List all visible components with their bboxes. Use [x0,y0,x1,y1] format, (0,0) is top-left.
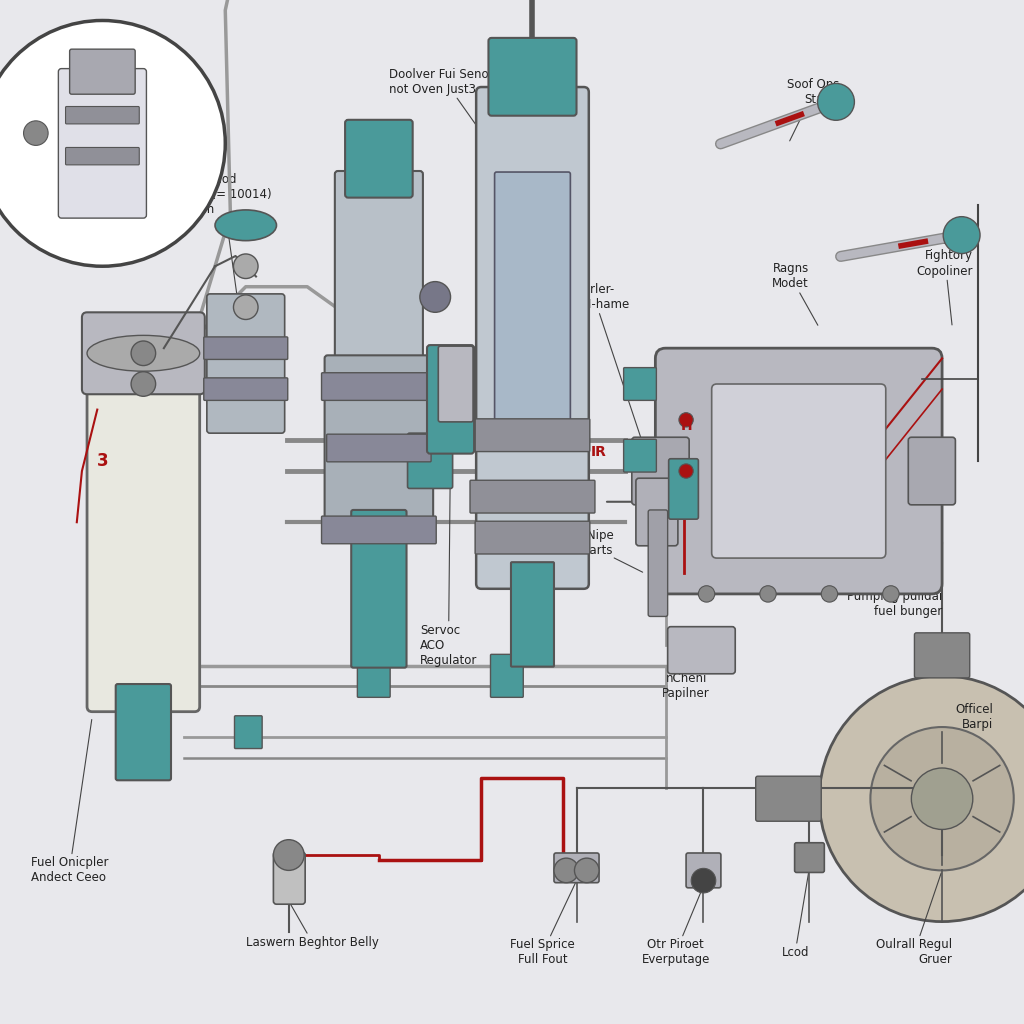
Circle shape [821,586,838,602]
FancyBboxPatch shape [495,172,570,432]
Circle shape [760,586,776,602]
FancyBboxPatch shape [273,852,305,904]
FancyBboxPatch shape [87,364,200,712]
Circle shape [817,83,854,120]
Text: Laswern Beghtor Belly: Laswern Beghtor Belly [246,903,379,948]
Circle shape [883,586,899,602]
Circle shape [233,295,258,319]
FancyBboxPatch shape [511,562,554,667]
Text: Locit Nuod
LOOG (= 10014)
Saplen: Locit Nuod LOOG (= 10014) Saplen [174,173,271,355]
FancyBboxPatch shape [70,49,135,94]
Circle shape [24,121,48,145]
FancyBboxPatch shape [204,337,288,359]
Ellipse shape [87,336,200,371]
FancyBboxPatch shape [624,368,656,400]
Circle shape [698,586,715,602]
FancyBboxPatch shape [438,346,473,422]
FancyBboxPatch shape [82,312,205,394]
FancyBboxPatch shape [470,480,595,513]
FancyBboxPatch shape [204,378,288,400]
Text: Servoc
ACO
Regulator: Servoc ACO Regulator [420,443,477,667]
Text: Officel
Barpi: Officel Barpi [953,702,993,796]
FancyBboxPatch shape [476,87,589,589]
FancyBboxPatch shape [207,294,285,433]
Text: Pumping pulidai
fuel bunger: Pumping pulidai fuel bunger [847,515,942,618]
FancyBboxPatch shape [712,384,886,558]
FancyBboxPatch shape [490,654,523,697]
Text: Soof Ops
Stanit: Soof Ops Stanit [787,78,840,141]
Circle shape [943,217,980,254]
FancyBboxPatch shape [325,355,433,536]
FancyBboxPatch shape [475,419,590,452]
Text: Honmount
Bunt Hound
EE
Ocontumer: Honmount Bunt Hound EE Ocontumer [842,381,911,478]
FancyBboxPatch shape [408,433,453,488]
Circle shape [819,676,1024,922]
Circle shape [273,840,304,870]
Text: nCheni
Papilner: nCheni Papilner [663,671,710,700]
FancyBboxPatch shape [632,437,689,505]
Circle shape [679,413,693,427]
Text: Fuel Onicpler
Andect Ceeo: Fuel Onicpler Andect Ceeo [31,720,109,885]
FancyBboxPatch shape [756,776,821,821]
Circle shape [574,858,599,883]
FancyBboxPatch shape [624,439,656,472]
Circle shape [131,372,156,396]
Text: Lcod: Lcod [781,873,809,958]
FancyBboxPatch shape [914,633,970,678]
FancyBboxPatch shape [351,510,407,668]
Circle shape [420,282,451,312]
Text: H: H [681,419,692,433]
FancyBboxPatch shape [908,437,955,505]
FancyBboxPatch shape [66,106,139,124]
FancyBboxPatch shape [686,853,721,888]
Circle shape [233,254,258,279]
FancyBboxPatch shape [116,684,171,780]
Circle shape [911,768,973,829]
Text: Sencel
Fightory
Copoliner: Sencel Fightory Copoliner [916,234,973,325]
FancyBboxPatch shape [648,510,668,616]
Text: IR: IR [591,444,607,459]
Ellipse shape [215,210,276,241]
FancyBboxPatch shape [322,516,436,544]
Text: Ragns
Modet: Ragns Modet [772,262,818,326]
Text: Oulrall Regul
Gruer: Oulrall Regul Gruer [877,873,952,967]
Text: Fuel Sprice
Full Fout: Fuel Sprice Full Fout [510,883,575,967]
FancyBboxPatch shape [234,716,262,749]
FancyBboxPatch shape [669,459,698,519]
Text: Glolo Nipe
Fuel Parts: Glolo Nipe Fuel Parts [553,528,643,572]
Circle shape [870,727,1014,870]
FancyBboxPatch shape [322,373,436,400]
FancyBboxPatch shape [327,434,431,462]
FancyBboxPatch shape [488,38,577,116]
FancyBboxPatch shape [795,843,824,872]
FancyBboxPatch shape [655,348,942,594]
Text: Doolver Fui Senose
not Oven Just3: Doolver Fui Senose not Oven Just3 [389,68,530,203]
Text: Otr Piroet
Everputage: Otr Piroet Everputage [642,889,710,967]
Text: 3: 3 [97,452,109,470]
FancyBboxPatch shape [357,654,390,697]
FancyBboxPatch shape [58,69,146,218]
Circle shape [0,20,225,266]
FancyBboxPatch shape [66,147,139,165]
FancyBboxPatch shape [475,521,590,554]
Circle shape [691,868,716,893]
FancyBboxPatch shape [636,478,678,546]
FancyBboxPatch shape [668,627,735,674]
Circle shape [679,464,693,478]
Circle shape [131,341,156,366]
FancyBboxPatch shape [335,171,423,382]
Text: Worler-
Foot I-hame: Worler- Foot I-hame [559,283,654,478]
FancyBboxPatch shape [427,345,474,454]
FancyBboxPatch shape [554,853,599,883]
Circle shape [554,858,579,883]
FancyBboxPatch shape [345,120,413,198]
